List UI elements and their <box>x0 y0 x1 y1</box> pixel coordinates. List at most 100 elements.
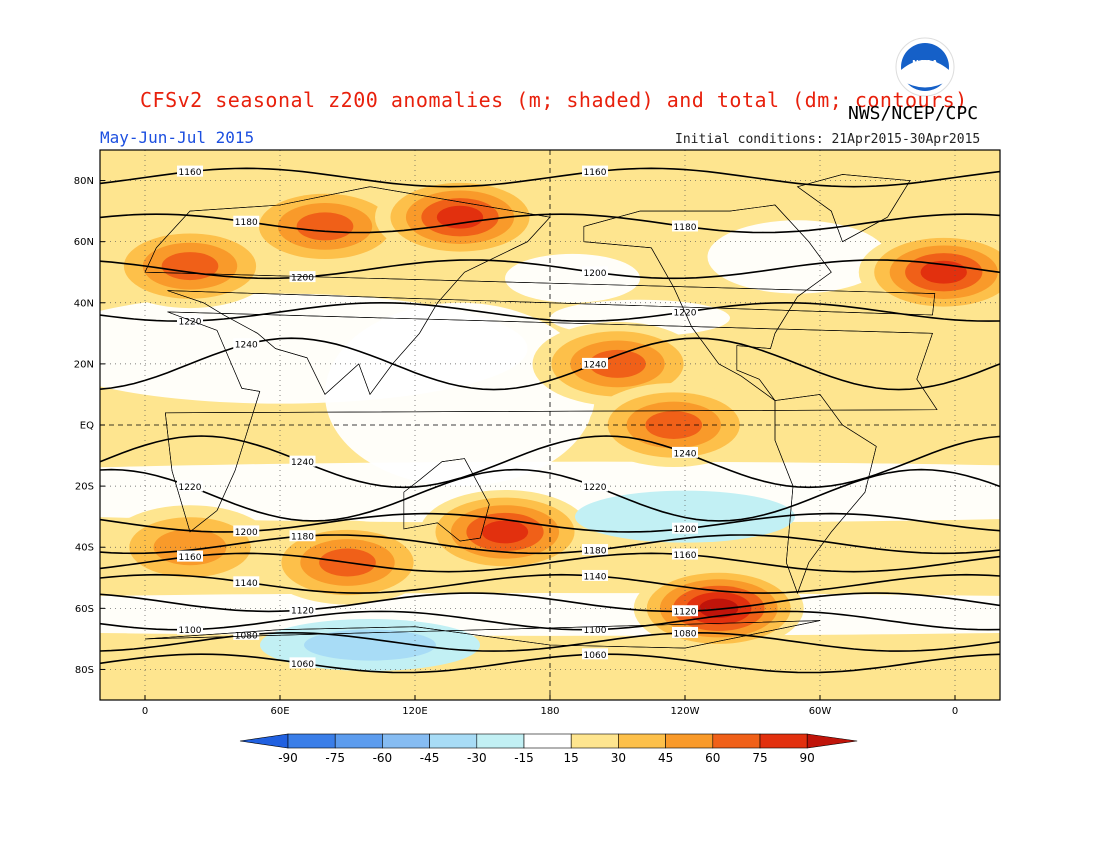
lat-tick-label: 40N <box>74 298 94 309</box>
lat-tick-label: 20N <box>74 359 94 370</box>
noaa-logo: NOAA <box>895 37 955 97</box>
anomaly-shade <box>304 629 436 661</box>
contour-label: 1200 <box>584 269 607 279</box>
contour-label-bg <box>233 576 260 588</box>
coastlines <box>144 174 938 649</box>
noaa-logo-bird <box>901 60 949 88</box>
contour-label: 1140 <box>235 579 258 589</box>
lon-tick-label: 0 <box>952 706 958 717</box>
coastline <box>144 186 936 396</box>
contour-line <box>100 167 1000 188</box>
contour-line <box>100 468 1000 522</box>
contour-label: 1100 <box>179 626 202 636</box>
colorbar-label: 15 <box>564 751 579 765</box>
initial-conditions-label: Initial conditions: 21Apr2015-30Apr2015 <box>675 132 981 147</box>
contour-label-bg <box>582 357 608 369</box>
contour-line <box>100 435 1000 489</box>
lat-tick-label: EQ <box>80 421 94 432</box>
lat-tick-label: 40S <box>75 543 94 554</box>
contour-label-bg <box>289 530 316 542</box>
contour-label: 1180 <box>291 533 314 543</box>
anomaly-shade <box>575 490 795 543</box>
colorbar-swatch <box>759 733 808 749</box>
lat-tick-label: 80N <box>74 176 94 187</box>
contour-label: 1240 <box>291 458 314 468</box>
anomaly-center <box>858 230 1000 315</box>
contour-label-bg <box>672 548 698 560</box>
lon-tick-label: 180 <box>540 706 559 717</box>
anomaly-center <box>588 383 759 467</box>
contour-label-bg <box>233 215 260 227</box>
contour-label-bg <box>672 305 698 317</box>
contour-label: 1160 <box>674 551 697 561</box>
contour-label: 1060 <box>291 660 314 670</box>
anomaly-center <box>375 175 545 260</box>
colorbar-label: 45 <box>658 751 673 765</box>
colorbar-label: 30 <box>611 751 626 765</box>
contour-line <box>100 610 1000 631</box>
contour-label-bg <box>177 165 203 177</box>
colorbar-arrow-low <box>239 733 289 749</box>
anomaly-shade <box>699 598 739 619</box>
anomaly-shade <box>436 205 484 229</box>
anomaly-center <box>420 489 590 574</box>
neutral-band <box>325 302 595 487</box>
contour-label: 1120 <box>291 607 314 617</box>
colorbar-label: -15 <box>514 751 534 765</box>
colorbar-label: -45 <box>420 751 440 765</box>
contour-label: 1240 <box>674 449 697 459</box>
agency-label: NWS/NCEP/CPC <box>848 103 979 124</box>
contour-line <box>100 534 1000 555</box>
lon-tick-label: 120W <box>671 706 700 717</box>
coastline <box>774 394 877 594</box>
colorbar-label: 60 <box>705 751 720 765</box>
coastline <box>403 458 490 542</box>
contour-label-bg <box>582 623 608 635</box>
contour-label: 1160 <box>179 553 202 563</box>
lat-tick-label: 20S <box>75 482 94 493</box>
contour-label-bg <box>672 446 698 458</box>
contour-label: 1180 <box>235 218 258 228</box>
lat-tick-label: 80S <box>75 665 94 676</box>
colorbar-arrow-high <box>806 733 858 749</box>
contour-line <box>100 552 1000 573</box>
colorbar-label: -90 <box>278 751 298 765</box>
noaa-logo-text: NOAA <box>912 59 938 68</box>
contour-label-bg <box>289 657 316 669</box>
contour-label: 1060 <box>584 651 607 661</box>
anomaly-center <box>105 224 275 309</box>
neutral-band <box>505 253 640 303</box>
lon-tick-label: 120E <box>402 706 427 717</box>
contour-label-bg <box>672 605 698 617</box>
contour-line <box>100 301 1000 322</box>
contour-label-bg <box>672 522 698 534</box>
colorbar-label: 75 <box>752 751 767 765</box>
contour-label-bg <box>289 604 316 616</box>
contour-label: 1100 <box>584 626 607 636</box>
coastline <box>164 311 938 533</box>
lat-tick-label: 60S <box>75 604 94 615</box>
contour-label: 1200 <box>235 528 258 538</box>
contour-label-bg <box>582 569 608 581</box>
contour-line <box>100 592 1000 613</box>
anomaly-shade <box>481 520 529 544</box>
contour-label: 1140 <box>584 572 607 582</box>
contour-line <box>100 259 1000 280</box>
contour-line <box>100 653 1000 674</box>
anomaly-center <box>575 490 795 543</box>
contour-label: 1160 <box>584 168 607 178</box>
colorbar: -90 -75 -60 -45 -30 -15 15 30 45 60 75 90 <box>239 733 858 765</box>
contour-label-bg <box>289 455 316 467</box>
contour-label-bg <box>582 480 608 492</box>
colorbar-swatch <box>570 733 619 749</box>
anomaly-center <box>633 566 804 651</box>
contour-label-bg <box>672 626 698 638</box>
lat-tick-label: 60N <box>74 237 94 248</box>
contour-label: 1220 <box>674 308 697 318</box>
contour-label: 1180 <box>674 223 697 233</box>
anomaly-center <box>240 184 410 269</box>
contour-label: 1220 <box>584 483 607 493</box>
season-label: May-Jun-Jul 2015 <box>100 128 255 147</box>
anomaly-shade <box>589 349 646 378</box>
